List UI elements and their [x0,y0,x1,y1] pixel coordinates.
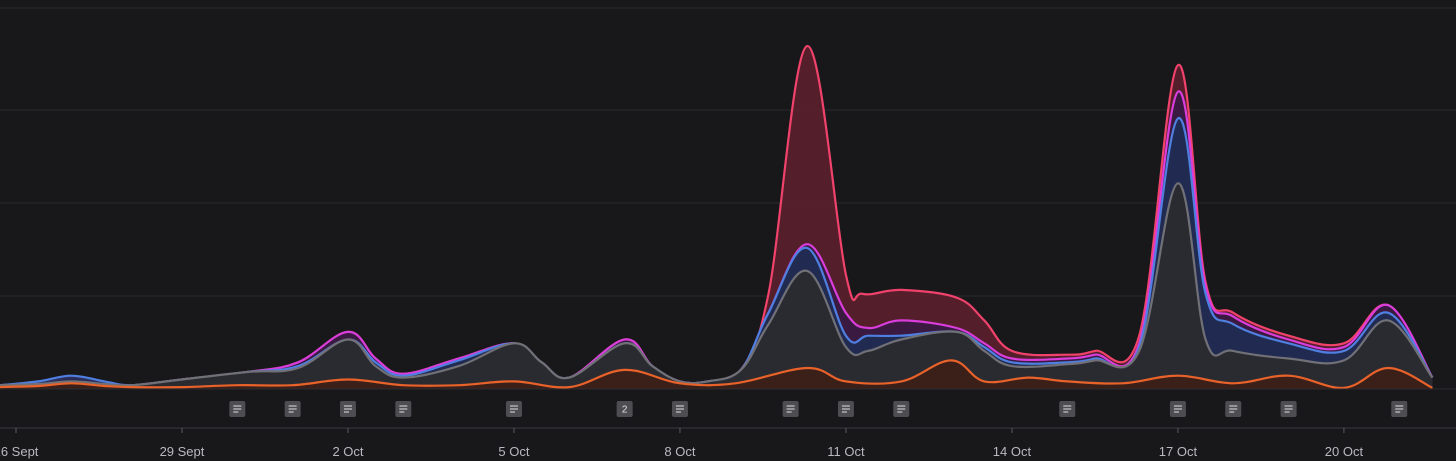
note-icon [288,405,297,413]
grid-layer [0,7,1456,297]
annotation-note-marker[interactable] [284,401,301,417]
note-icon [897,405,906,413]
note-icon [509,405,518,413]
series-area-2 [0,118,1433,389]
note-icon [343,405,352,413]
annotation-count-marker[interactable]: 2 [616,401,633,417]
annotation-note-marker[interactable] [505,401,522,417]
marker-box [616,401,633,417]
note-icon [675,405,684,413]
annotation-note-marker[interactable] [893,401,910,417]
note-icon [841,405,850,413]
annotation-note-marker[interactable] [229,401,246,417]
x-tick-label: 20 Oct [1325,444,1364,459]
x-tick-label: 5 Oct [498,444,529,459]
note-icon [233,405,242,413]
note-icon [1173,405,1182,413]
annotation-markers: 2 [229,401,1408,417]
annotation-note-marker[interactable] [1225,401,1242,417]
x-tick-label: 26 Sept [0,444,39,459]
series-area-3 [0,183,1433,389]
annotation-note-marker[interactable] [837,401,854,417]
note-icon [1229,405,1238,413]
annotation-note-marker[interactable] [1059,401,1076,417]
note-icon [1284,405,1293,413]
annotation-note-marker[interactable] [671,401,688,417]
annotation-note-marker[interactable] [1169,401,1186,417]
x-tick-label: 14 Oct [993,444,1032,459]
x-tick-label: 8 Oct [664,444,695,459]
note-icon [1395,405,1404,413]
x-tick-label: 2 Oct [332,444,363,459]
series-line-4 [0,359,1433,390]
series-layer [0,44,1434,390]
annotation-note-marker[interactable] [395,401,412,417]
note-icon [786,405,795,413]
x-axis: 26 Sept 29 Sept 2 Oct 5 Oct 8 Oct 11 Oct 14 Oc… [0,388,1456,459]
annotation-note-marker[interactable] [1280,401,1297,417]
x-tick-label: 29 Sept [160,444,205,459]
series-line-3 [0,182,1434,387]
annotation-note-marker[interactable] [782,401,799,417]
note-icon [399,405,408,413]
x-tick-label: 11 Oct [827,444,865,459]
series-line-2 [0,117,1434,387]
annotation-note-marker[interactable] [339,401,356,417]
marker-count-label: 2 [622,405,628,416]
annotation-note-marker[interactable] [1391,401,1408,417]
x-tick-label: 17 Oct [1159,444,1198,459]
note-icon [1063,405,1072,413]
